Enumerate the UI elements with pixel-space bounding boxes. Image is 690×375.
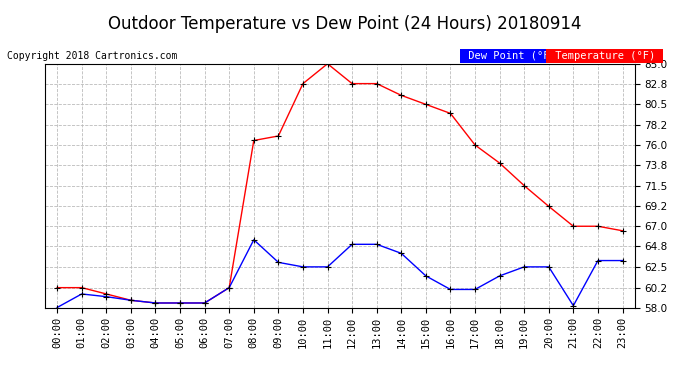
Text: Dew Point (°F): Dew Point (°F): [462, 51, 562, 61]
Text: Temperature (°F): Temperature (°F): [549, 51, 661, 61]
Text: Outdoor Temperature vs Dew Point (24 Hours) 20180914: Outdoor Temperature vs Dew Point (24 Hou…: [108, 15, 582, 33]
Text: Copyright 2018 Cartronics.com: Copyright 2018 Cartronics.com: [7, 51, 177, 61]
